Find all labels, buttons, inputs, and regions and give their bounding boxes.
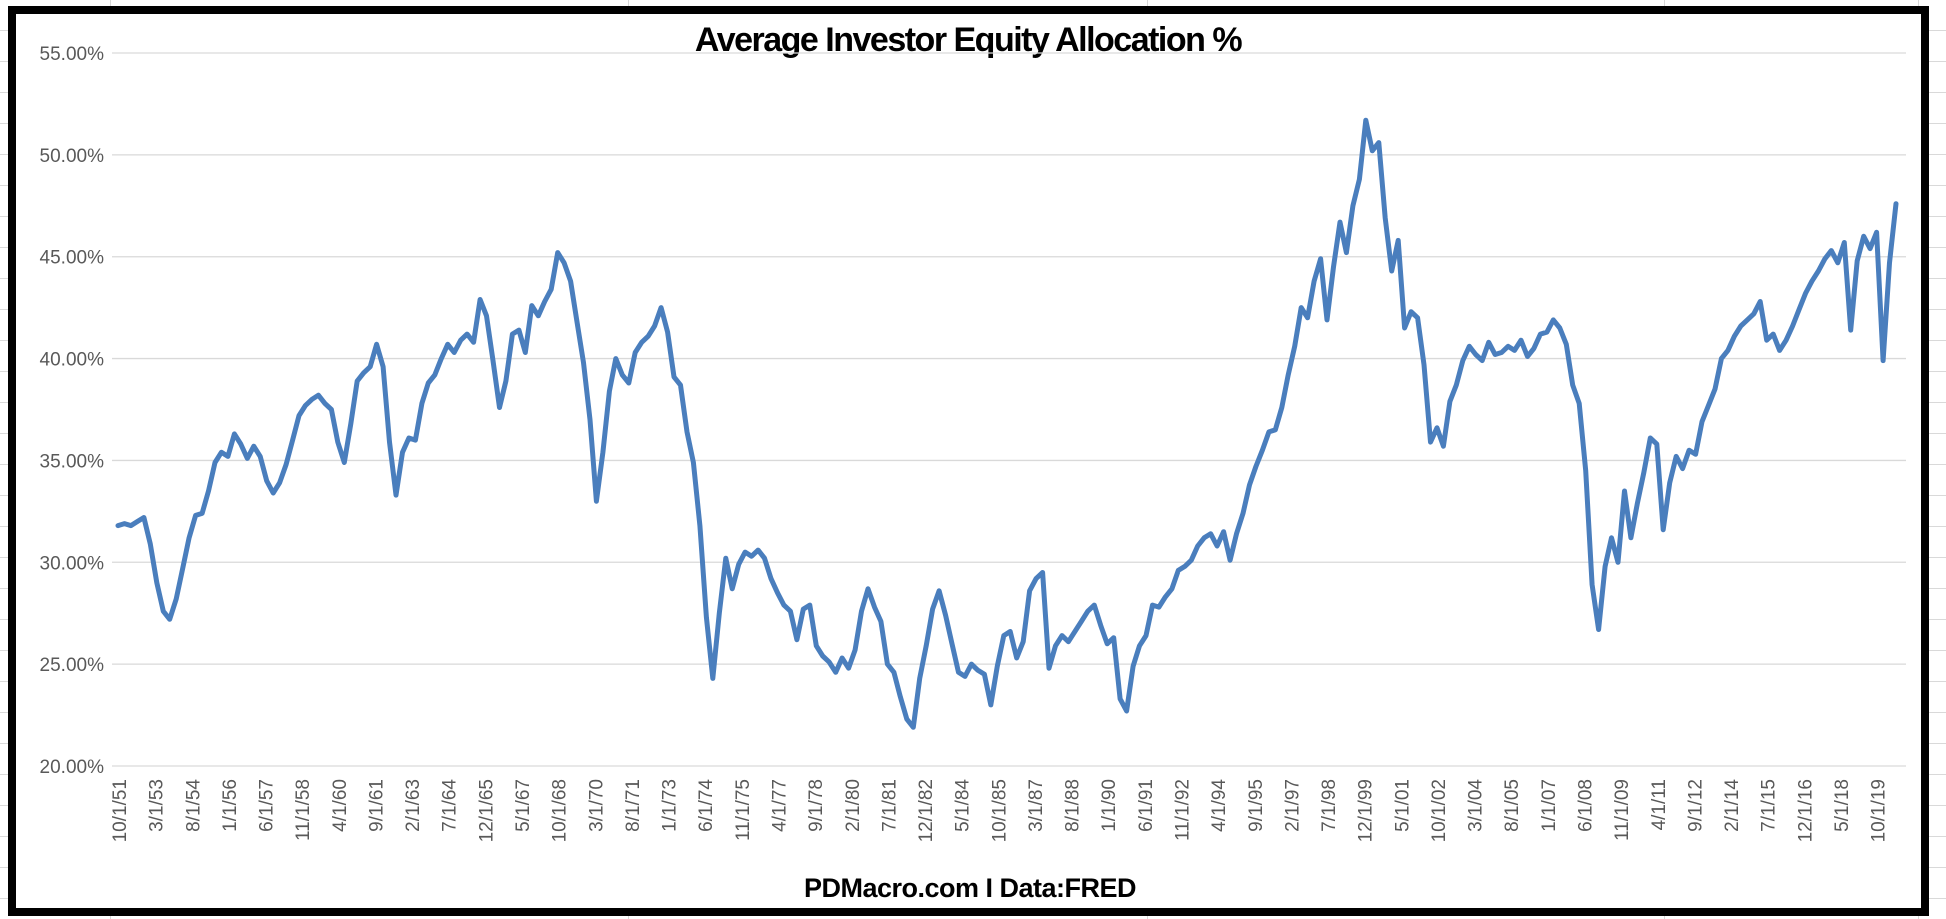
x-tick-label: 10/1/85: [989, 779, 1010, 842]
x-tick-label: 2/1/80: [843, 779, 864, 832]
x-tick-label: 7/1/64: [440, 779, 461, 832]
x-tick-label: 12/1/65: [476, 779, 497, 842]
horizontal-gridlines: [112, 52, 1906, 767]
x-tick-label: 8/1/05: [1502, 779, 1523, 832]
x-tick-label: 8/1/54: [183, 779, 204, 832]
y-tick-label: 45.00%: [40, 248, 105, 269]
x-tick-label: 3/1/53: [147, 779, 168, 832]
x-tick-label: 5/1/01: [1392, 779, 1413, 832]
x-tick-label: 10/1/19: [1869, 779, 1890, 842]
y-tick-label: 40.00%: [40, 350, 105, 371]
x-tick-label: 2/1/14: [1722, 779, 1743, 832]
x-tick-label: 8/1/88: [1063, 779, 1084, 832]
x-tick-label: 3/1/70: [586, 779, 607, 832]
x-tick-label: 12/1/99: [1356, 779, 1377, 842]
x-tick-label: 8/1/71: [623, 779, 644, 832]
y-axis-labels: 55.00% 50.00% 45.00% 40.00% 35.00% 30.00% 25.0…: [40, 44, 105, 778]
x-tick-label: 7/1/15: [1759, 779, 1780, 832]
x-tick-label: 6/1/57: [257, 779, 278, 832]
x-tick-label: 6/1/74: [696, 779, 717, 832]
x-tick-label: 4/1/11: [1649, 779, 1670, 830]
y-tick-label: 30.00%: [40, 553, 105, 574]
x-tick-label: 2/1/63: [403, 779, 424, 832]
x-tick-label: 11/1/75: [733, 779, 754, 841]
x-tick-label: 9/1/78: [806, 779, 827, 832]
x-tick-label: 5/1/18: [1832, 779, 1853, 832]
x-tick-label: 6/1/08: [1576, 779, 1597, 832]
x-tick-label: 10/1/51: [110, 779, 131, 842]
x-tick-label: 2/1/97: [1282, 779, 1303, 832]
x-tick-label: 6/1/91: [1136, 779, 1157, 832]
x-axis-labels: 10/1/51 3/1/53 8/1/54 1/1/56 6/1/57 11/1/58 4/…: [110, 779, 1890, 843]
x-tick-label: 4/1/60: [330, 779, 351, 832]
x-tick-label: 1/1/90: [1099, 779, 1120, 832]
x-tick-label: 11/1/58: [293, 779, 314, 841]
x-tick-label: 7/1/81: [879, 779, 900, 832]
x-tick-label: 9/1/61: [366, 779, 387, 832]
x-tick-label: 9/1/95: [1246, 779, 1267, 832]
x-tick-label: 3/1/87: [1026, 779, 1047, 832]
y-tick-label: 55.00%: [40, 44, 105, 65]
x-tick-label: 5/1/67: [513, 779, 534, 832]
x-tick-label: 3/1/04: [1466, 779, 1487, 832]
x-tick-label: 12/1/82: [916, 779, 937, 842]
x-tick-label: 11/1/09: [1612, 779, 1633, 841]
x-tick-label: 7/1/98: [1319, 779, 1340, 832]
y-tick-label: 35.00%: [40, 451, 105, 472]
equity-allocation-line[interactable]: [115, 117, 1899, 730]
x-tick-label: 11/1/92: [1172, 779, 1193, 841]
x-tick-label: 9/1/12: [1685, 779, 1706, 832]
y-tick-label: 20.00%: [40, 757, 105, 778]
x-tick-label: 10/1/68: [550, 779, 571, 842]
x-tick-label: 5/1/84: [953, 779, 974, 832]
y-tick-label: 25.00%: [40, 655, 105, 676]
source-footer-label: PDMacro.com I Data:FRED: [804, 873, 1136, 903]
x-tick-label: 1/1/07: [1539, 779, 1560, 832]
x-tick-label: 1/1/56: [220, 779, 241, 832]
x-tick-label: 10/1/02: [1429, 779, 1450, 842]
x-tick-label: 1/1/73: [660, 779, 681, 832]
y-tick-label: 50.00%: [40, 146, 105, 167]
x-tick-label: 4/1/77: [769, 779, 790, 832]
x-tick-label: 4/1/94: [1209, 779, 1230, 832]
x-tick-label: 12/1/16: [1795, 779, 1816, 842]
